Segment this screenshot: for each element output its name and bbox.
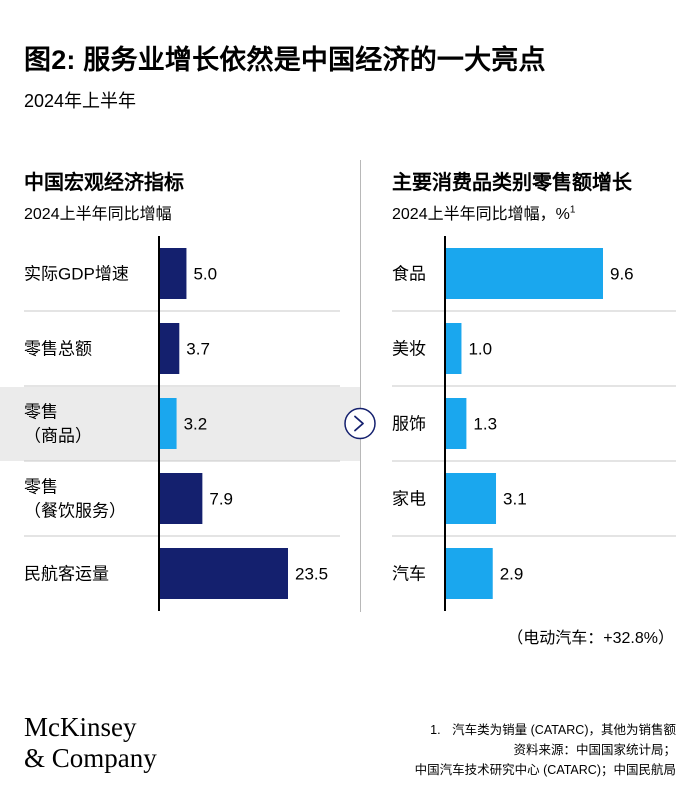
right-chart-subtitle: 2024上半年同比增幅，%1 — [392, 200, 575, 224]
right-value-label-1: 9.6 — [610, 265, 634, 284]
left-category-label-1: 实际GDP增速 — [24, 265, 129, 284]
left-chart-subtitle: 2024上半年同比增幅 — [24, 206, 172, 223]
left-category-label-3: 零售（商品） — [24, 403, 92, 446]
left-value-label-2: 3.7 — [186, 340, 210, 359]
ev-annotation: （电动汽车：+32.8%） — [507, 630, 674, 647]
page-subtitle: 2024年上半年 — [24, 91, 137, 111]
subtitle-footnote-marker: 1 — [569, 204, 576, 216]
left-value-label-4: 7.9 — [209, 490, 233, 509]
right-category-label-4: 家电 — [392, 490, 426, 509]
left-value-label-1: 5.0 — [193, 265, 217, 284]
right-value-label-3: 1.3 — [473, 415, 497, 434]
panel-divider — [360, 160, 361, 612]
chevron-circle — [344, 407, 376, 440]
left-category-label-5: 民航客运量 — [24, 565, 109, 584]
right-bar-1 — [445, 248, 603, 299]
right-bar-3 — [445, 398, 467, 449]
footnote-1: 1. 汽车类为销量 (CATARC)，其他为销售额 — [415, 720, 676, 740]
chevron-right-icon — [354, 415, 364, 432]
left-category-label-2: 零售总额 — [24, 340, 92, 359]
footnote-1-number: 1. — [430, 723, 441, 737]
right-bar-4 — [445, 473, 497, 524]
left-chart-title: 中国宏观经济指标 — [24, 172, 184, 194]
source-line-2: 中国汽车技术研究中心 (CATARC)；中国民航局 — [414, 763, 676, 777]
left-value-label-5: 23.5 — [295, 565, 328, 584]
right-value-label-4: 3.1 — [503, 490, 527, 509]
left-bar-2 — [159, 323, 180, 374]
right-category-label-3: 服饰 — [392, 415, 426, 434]
right-chart-title: 主要消费品类别零售额增长 — [392, 172, 632, 194]
left-category-label-4: 零售（餐饮服务） — [24, 478, 126, 521]
left-bar-4 — [159, 473, 203, 524]
right-category-label-5: 汽车 — [392, 565, 426, 584]
right-value-label-5: 2.9 — [500, 565, 524, 584]
bar-charts: 5.0 实际GDP增速 3.7 零售总额 3.2 零售（商品） 7.9 零售（餐饮服务） 23.… — [0, 236, 676, 611]
right-category-label-1: 食品 — [392, 265, 426, 284]
source-line-1: 资料来源：中国国家统计局； — [513, 743, 676, 757]
right-category-label-2: 美妆 — [392, 340, 426, 359]
left-highlight-band — [0, 387, 360, 461]
page-title: 图2: 服务业增长依然是中国经济的一大亮点 — [24, 45, 546, 75]
footnote-1-text: 汽车类为销量 (CATARC)，其他为销售额 — [452, 723, 676, 737]
left-bar-1 — [159, 248, 187, 299]
left-value-label-3: 3.2 — [184, 415, 208, 434]
right-value-label-2: 1.0 — [468, 340, 492, 359]
logo-line-1: McKinsey — [24, 712, 137, 742]
footnotes: 1. 汽车类为销量 (CATARC)，其他为销售额 资料来源：中国国家统计局； 中… — [415, 720, 676, 780]
logo-line-2: & Company — [24, 743, 157, 773]
right-bar-2 — [445, 323, 462, 374]
mckinsey-logo: McKinsey & Company — [24, 712, 157, 774]
left-bar-3 — [159, 398, 177, 449]
left-bar-5 — [159, 548, 288, 599]
right-bar-5 — [445, 548, 493, 599]
right-chart-subtitle-text: 2024上半年同比增幅，% — [392, 206, 570, 223]
